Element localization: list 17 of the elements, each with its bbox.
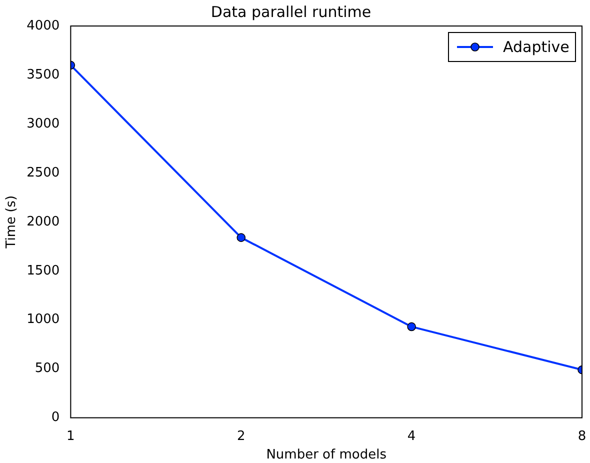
x-tick-label: 1 <box>66 428 75 444</box>
y-tick-label: 4000 <box>26 18 60 34</box>
y-tick-label: 3000 <box>26 116 60 132</box>
x-tick-label: 4 <box>407 428 416 444</box>
chart-title: Data parallel runtime <box>210 2 372 21</box>
y-tick-label: 3500 <box>26 67 60 82</box>
legend-label: Adaptive <box>503 38 570 56</box>
x-axis-title: Number of models <box>266 448 387 463</box>
y-tick-label: 500 <box>34 361 60 376</box>
y-tick-label: 2500 <box>26 165 60 180</box>
y-tick-label: 2000 <box>26 214 60 230</box>
y-axis-title: Time (s) <box>4 195 20 250</box>
x-tick-label: 8 <box>578 428 586 444</box>
y-tick-label: 0 <box>51 410 60 426</box>
y-tick-label: 1000 <box>26 312 60 328</box>
x-tick-label: 2 <box>236 428 246 444</box>
y-tick-label: 1500 <box>26 263 60 278</box>
